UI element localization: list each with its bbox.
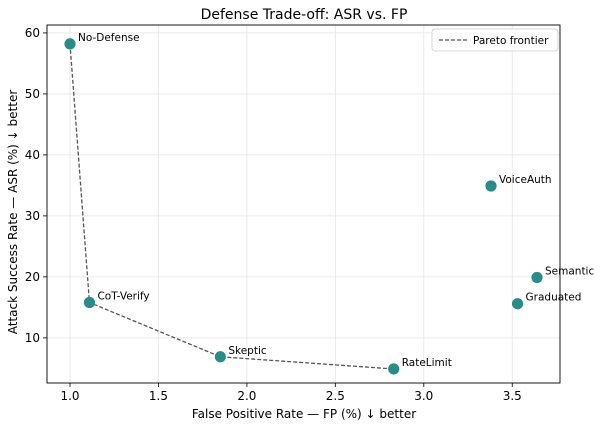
- point-label-graduated: Graduated: [526, 292, 582, 304]
- point-label-ratelimit: RateLimit: [402, 357, 452, 369]
- data-points: [64, 38, 543, 375]
- point-voiceauth: [485, 180, 497, 192]
- legend: Pareto frontier: [431, 28, 559, 52]
- y-tick-label: 40: [25, 148, 40, 162]
- y-axis-title: Attack Success Rate — ASR (%) ↓ better: [6, 90, 20, 335]
- point-skeptic: [214, 351, 226, 363]
- y-tick-label: 10: [25, 331, 40, 345]
- x-tick-label: 1.0: [60, 389, 79, 403]
- point-labels: No-Defense CoT-Verify Skeptic RateLimit Voic…: [78, 32, 594, 369]
- legend-box: [431, 28, 559, 52]
- grid-lines: [47, 25, 560, 383]
- point-semantic: [531, 271, 543, 284]
- chart-title: Defense Trade-off: ASR vs. FP: [201, 7, 408, 23]
- point-label-no-defense: No-Defense: [78, 32, 140, 44]
- plot-area-frame: [46, 24, 561, 384]
- y-axis-ticks: 10 20 30 40 50 60: [25, 26, 47, 345]
- point-graduated: [511, 298, 524, 310]
- pareto-frontier-polyline: [69, 43, 394, 370]
- x-tick-label: 1.5: [149, 389, 168, 403]
- point-label-skeptic: Skeptic: [228, 345, 267, 357]
- legend-pareto-label: Pareto frontier: [473, 35, 549, 47]
- x-tick-label: 3.0: [414, 389, 433, 403]
- x-tick-label: 3.5: [503, 389, 522, 403]
- x-axis-ticks: 1.0 1.5 2.0 2.5 3.0 3.5: [60, 383, 522, 403]
- point-label-semantic: Semantic: [545, 265, 594, 277]
- y-tick-label: 30: [25, 209, 40, 223]
- x-tick-label: 2.5: [326, 389, 345, 403]
- x-tick-label: 2.0: [237, 389, 256, 403]
- y-tick-label: 20: [25, 270, 40, 284]
- x-axis-title: False Positive Rate — FP (%) ↓ better: [192, 407, 416, 421]
- y-tick-label: 60: [25, 26, 40, 40]
- point-label-cot-verify: CoT-Verify: [97, 290, 149, 302]
- pareto-frontier-line: [69, 43, 394, 370]
- point-no-defense: [64, 38, 76, 50]
- point-cot-verify: [83, 296, 96, 309]
- point-label-voiceauth: VoiceAuth: [499, 174, 552, 186]
- y-tick-label: 50: [25, 87, 40, 101]
- point-ratelimit: [388, 363, 400, 375]
